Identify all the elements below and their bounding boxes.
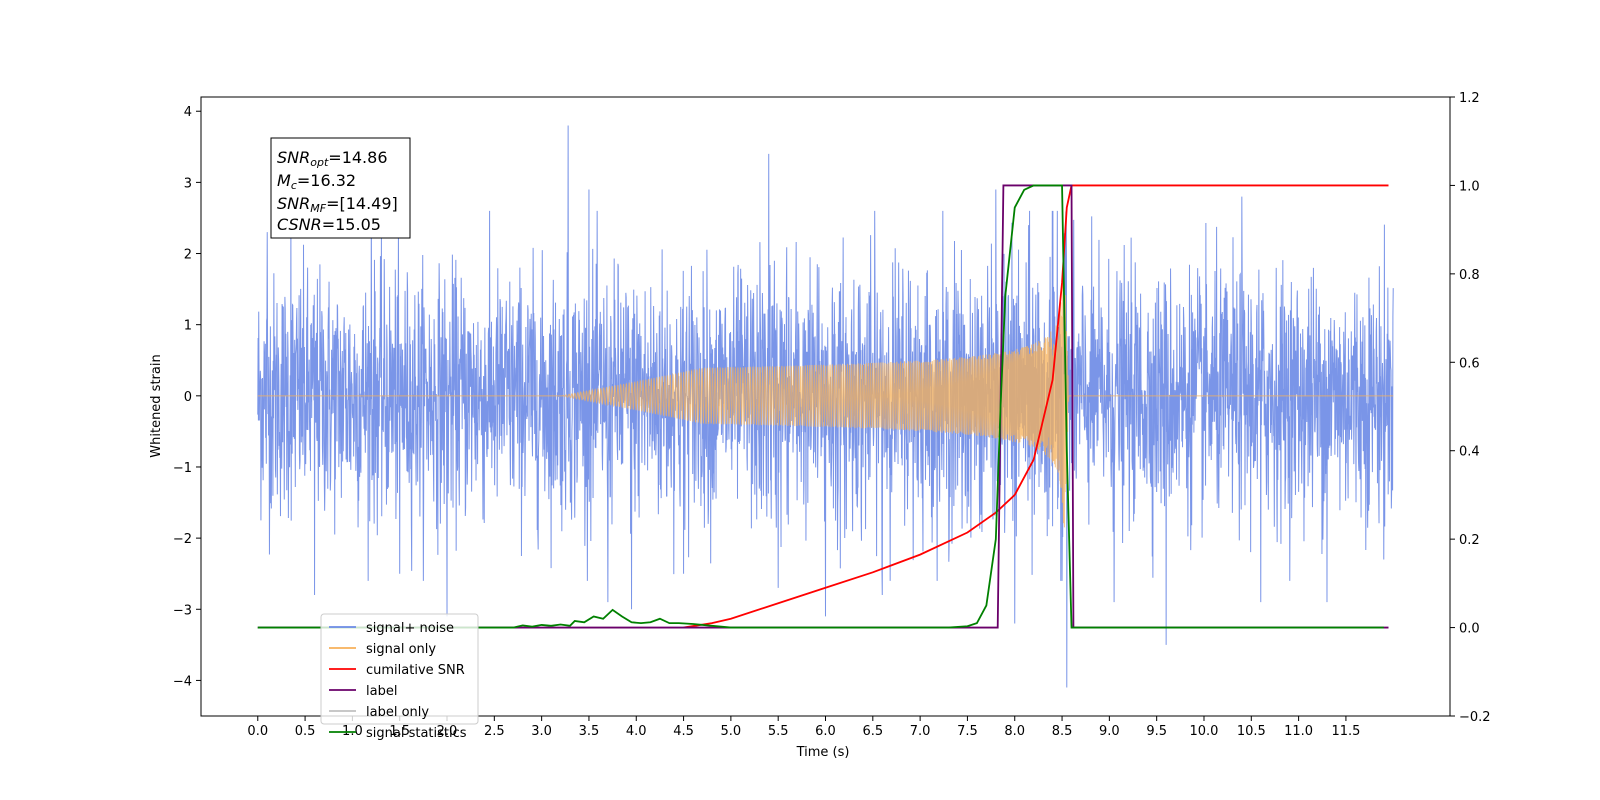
x-tick-label: 11.0	[1284, 724, 1313, 739]
y-left-tick-label: −3	[173, 603, 192, 618]
y-right-tick-label: −0.2	[1459, 710, 1491, 725]
x-tick-label: 3.5	[579, 724, 600, 739]
annotation-mc: Mc=16.32	[277, 171, 356, 192]
x-tick-label: 8.0	[1004, 724, 1025, 739]
legend-entry: label only	[366, 705, 429, 720]
x-tick-label: 7.0	[910, 724, 931, 739]
signal-noise-line	[257, 125, 1394, 688]
legend: signal+ noise signal only cumilative SNR la…	[320, 613, 479, 741]
legend-entry: signal only	[366, 642, 436, 657]
x-tick-label: 11.5	[1331, 724, 1360, 739]
x-tick-label: 6.5	[862, 724, 883, 739]
info-box-frame	[270, 137, 411, 239]
x-tick-label: 2.0	[437, 724, 458, 739]
y-left-tick-label: −2	[173, 532, 192, 547]
x-axis-ticks: 0.0 0.5 1.0 1.5 2.0 2.5 3.0 3.5 4.0 4.5 5.0 5.5 6.0 6…	[247, 716, 1360, 739]
x-tick-label: 9.5	[1146, 724, 1167, 739]
x-tick-label: 4.0	[626, 724, 647, 739]
x-tick-label: 4.5	[673, 724, 694, 739]
legend-entry: signal statistics	[366, 726, 467, 741]
y-right-tick-label: 0.2	[1459, 533, 1480, 548]
annotation-snr-mf: SNRMF=[14.49]	[277, 194, 398, 215]
y-axis-left-ticks: 4 3 2 1 0 −1 −2 −3 −4	[173, 105, 201, 689]
y-left-tick-label: 4	[184, 105, 192, 120]
annotation-csnr: CSNR=15.05	[277, 215, 381, 234]
info-box: SNRopt=14.86 Mc=16.32 SNRMF=[14.49] CSNR…	[270, 137, 411, 239]
x-tick-label: 6.0	[815, 724, 836, 739]
x-tick-label: 5.0	[721, 724, 742, 739]
y-axis-right-ticks: 1.2 1.0 0.8 0.6 0.4 0.2 0.0 −0.2	[1450, 91, 1491, 725]
x-tick-label: 3.0	[531, 724, 552, 739]
series-signal-only	[257, 244, 1394, 528]
x-tick-label: 0.0	[247, 724, 268, 739]
y-left-tick-label: −4	[173, 674, 192, 689]
y-right-tick-label: 0.4	[1459, 445, 1480, 460]
x-tick-label: 8.5	[1052, 724, 1073, 739]
x-tick-label: 0.5	[295, 724, 316, 739]
y-left-tick-label: 3	[184, 176, 192, 191]
y-right-tick-label: 1.0	[1459, 179, 1480, 194]
series-signal-noise	[257, 125, 1394, 688]
x-tick-label: 7.5	[957, 724, 978, 739]
y-left-tick-label: −1	[173, 461, 192, 476]
y-axis-label: Whitened strain	[149, 354, 164, 457]
y-right-tick-label: 1.2	[1459, 91, 1480, 106]
legend-entry: cumilative SNR	[366, 663, 465, 678]
legend-entry: signal+ noise	[366, 621, 454, 636]
x-tick-label: 9.0	[1099, 724, 1120, 739]
signal-statistics-line	[257, 184, 1384, 629]
y-left-tick-label: 2	[184, 248, 192, 263]
x-tick-label: 10.5	[1237, 724, 1266, 739]
x-tick-label: 10.0	[1190, 724, 1219, 739]
y-left-tick-label: 1	[184, 319, 192, 334]
legend-frame	[320, 613, 479, 725]
y-right-tick-label: 0.6	[1459, 356, 1480, 371]
series-cumulative-snr	[683, 184, 1389, 629]
signal-only-line	[257, 244, 1394, 528]
series-signal-statistics	[257, 184, 1384, 629]
x-tick-label: 5.5	[768, 724, 789, 739]
annotation-snr-opt: SNRopt=14.86	[277, 148, 388, 169]
y-right-tick-label: 0.8	[1459, 268, 1480, 283]
x-tick-label: 1.5	[389, 724, 410, 739]
legend-entry: label	[366, 684, 397, 699]
x-axis-label: Time (s)	[796, 745, 850, 760]
cumulative-snr-line	[683, 184, 1389, 629]
y-right-tick-label: 0.0	[1459, 622, 1480, 637]
y-left-tick-label: 0	[184, 390, 192, 405]
x-tick-label: 2.5	[484, 724, 505, 739]
